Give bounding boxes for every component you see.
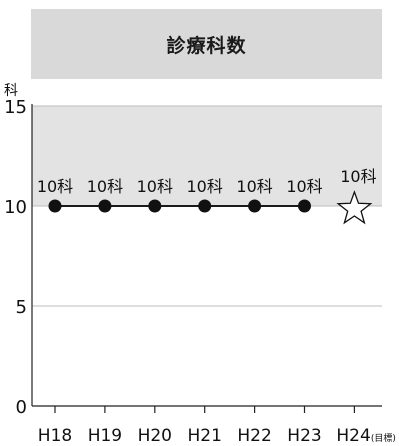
x-tick-label-H22: H22 xyxy=(237,426,271,446)
target-label: 10科 xyxy=(340,167,376,186)
y-tick-label-10: 10 xyxy=(4,197,27,218)
x-tick-label-H20: H20 xyxy=(138,426,172,446)
data-label-H22: 10科 xyxy=(236,177,272,196)
data-label-H18: 10科 xyxy=(37,177,73,196)
x-tick-label-H21: H21 xyxy=(187,426,221,446)
data-label-H19: 10科 xyxy=(87,177,123,196)
data-point-H23 xyxy=(298,200,311,213)
data-label-H20: 10科 xyxy=(137,177,173,196)
data-point-H19 xyxy=(98,200,111,213)
x-tick-label-H18: H18 xyxy=(38,426,72,446)
y-tick-label-0: 0 xyxy=(16,397,27,418)
data-point-H18 xyxy=(49,200,62,213)
data-point-H22 xyxy=(248,200,261,213)
data-label-H21: 10科 xyxy=(187,177,223,196)
y-tick-label-15: 15 xyxy=(4,97,27,118)
target-suffix-label: (目標) xyxy=(371,432,396,444)
x-tick-label-H19: H19 xyxy=(88,426,122,446)
data-point-H21 xyxy=(198,200,211,213)
data-label-H23: 10科 xyxy=(286,177,322,196)
x-tick-label-H23: H23 xyxy=(287,426,321,446)
y-tick-label-5: 5 xyxy=(16,297,27,318)
data-point-H20 xyxy=(148,200,161,213)
x-tick-label-H24: H24(目標) xyxy=(336,426,395,446)
